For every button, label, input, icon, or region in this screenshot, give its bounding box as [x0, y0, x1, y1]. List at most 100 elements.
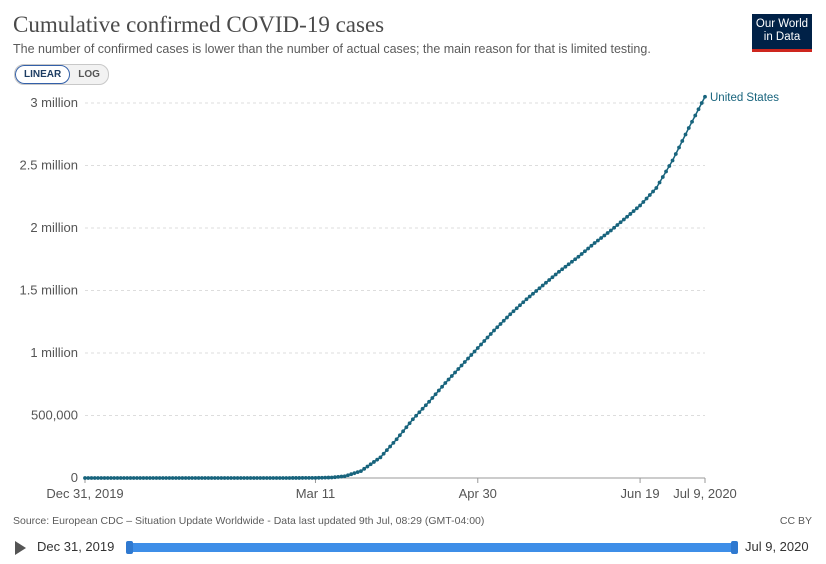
data-point — [505, 315, 509, 320]
x-tick-label: Apr 30 — [459, 486, 497, 501]
data-point — [346, 473, 350, 478]
data-point — [488, 332, 493, 336]
y-tick-label: 500,000 — [31, 408, 78, 423]
logo-line-2: in Data — [763, 31, 801, 43]
data-point — [550, 275, 555, 280]
data-point — [326, 475, 331, 480]
data-point — [612, 225, 617, 230]
data-point — [83, 476, 87, 480]
play-icon[interactable] — [15, 541, 26, 555]
chart-subtitle: The number of confirmed cases is lower t… — [13, 42, 651, 56]
timeline-start-handle[interactable] — [126, 541, 133, 554]
data-point — [118, 476, 123, 480]
data-point — [686, 126, 691, 130]
data-point — [618, 220, 623, 225]
series-line — [85, 96, 706, 479]
data-point — [430, 396, 435, 400]
data-point — [693, 113, 698, 118]
data-point — [537, 286, 542, 291]
data-point — [595, 238, 600, 243]
data-point — [151, 476, 156, 480]
data-point — [125, 476, 130, 480]
data-point — [109, 476, 113, 480]
data-point — [271, 476, 276, 480]
data-point — [316, 475, 321, 480]
scale-toggle[interactable]: LINEAR LOG — [14, 64, 109, 85]
timeline-start-label: Dec 31, 2019 — [37, 539, 115, 554]
y-tick-label: 1.5 million — [19, 283, 78, 298]
data-point — [475, 346, 480, 350]
data-point — [336, 474, 341, 479]
data-point — [583, 249, 587, 254]
data-point — [440, 384, 444, 389]
data-point — [164, 476, 169, 480]
data-point — [660, 175, 665, 179]
data-point — [524, 297, 529, 302]
data-point — [677, 145, 681, 150]
series-label: United States — [710, 92, 779, 104]
data-point — [349, 472, 354, 477]
data-point — [579, 252, 584, 256]
data-point — [186, 476, 191, 480]
y-tick-label: 2 million — [30, 220, 78, 235]
data-point — [690, 119, 694, 124]
license-link[interactable]: CC BY — [779, 515, 812, 527]
data-point — [508, 312, 513, 317]
y-tick-label: 1 million — [30, 345, 78, 360]
data-point — [592, 241, 597, 245]
data-point — [190, 476, 195, 480]
data-point — [122, 476, 126, 480]
data-point — [443, 381, 448, 385]
x-tick-label: Jun 19 — [621, 486, 660, 501]
data-point — [673, 152, 678, 156]
owid-logo[interactable]: Our World in Data — [752, 14, 812, 52]
data-point — [381, 451, 386, 456]
data-point — [264, 476, 269, 480]
data-point — [255, 476, 259, 480]
data-point — [605, 231, 610, 235]
data-point — [115, 476, 120, 480]
timeline-track[interactable] — [130, 543, 734, 552]
data-point — [599, 236, 604, 240]
data-point — [401, 429, 406, 434]
data-point — [563, 264, 568, 269]
data-point — [436, 388, 441, 393]
data-point — [359, 469, 363, 474]
data-point — [307, 476, 311, 480]
data-point — [466, 356, 470, 361]
linear-scale-button[interactable]: LINEAR — [15, 65, 71, 84]
y-tick-label: 0 — [71, 470, 78, 485]
log-scale-button[interactable]: LOG — [78, 69, 100, 80]
timeline-end-handle[interactable] — [731, 541, 738, 554]
data-point — [183, 476, 188, 480]
data-point — [414, 413, 418, 418]
source-note: Source: European CDC – Situation Update … — [13, 515, 485, 527]
data-point — [138, 476, 143, 480]
data-point — [608, 228, 613, 233]
data-point — [86, 476, 91, 480]
data-point — [261, 476, 266, 480]
data-point — [566, 262, 571, 267]
data-point — [495, 325, 500, 330]
data-point — [212, 476, 217, 480]
data-point — [576, 254, 581, 259]
data-point — [540, 283, 545, 288]
y-tick-label: 2.5 million — [19, 158, 78, 173]
data-point — [310, 475, 315, 480]
line-chart: 0 500,000 1 million 1.5 million 2 million 2.5… — [19, 92, 779, 501]
data-point — [573, 257, 578, 262]
data-point — [281, 476, 285, 480]
data-point — [372, 460, 376, 464]
data-point — [547, 278, 552, 282]
data-point — [644, 196, 649, 201]
data-point — [219, 476, 224, 480]
data-point — [527, 294, 532, 299]
data-point — [323, 475, 328, 480]
data-point — [352, 471, 357, 476]
data-point — [232, 476, 237, 480]
data-point — [394, 437, 399, 442]
data-point — [586, 246, 591, 251]
x-tick-label: Mar 11 — [296, 486, 336, 501]
data-point — [342, 474, 347, 479]
data-point — [222, 476, 227, 480]
